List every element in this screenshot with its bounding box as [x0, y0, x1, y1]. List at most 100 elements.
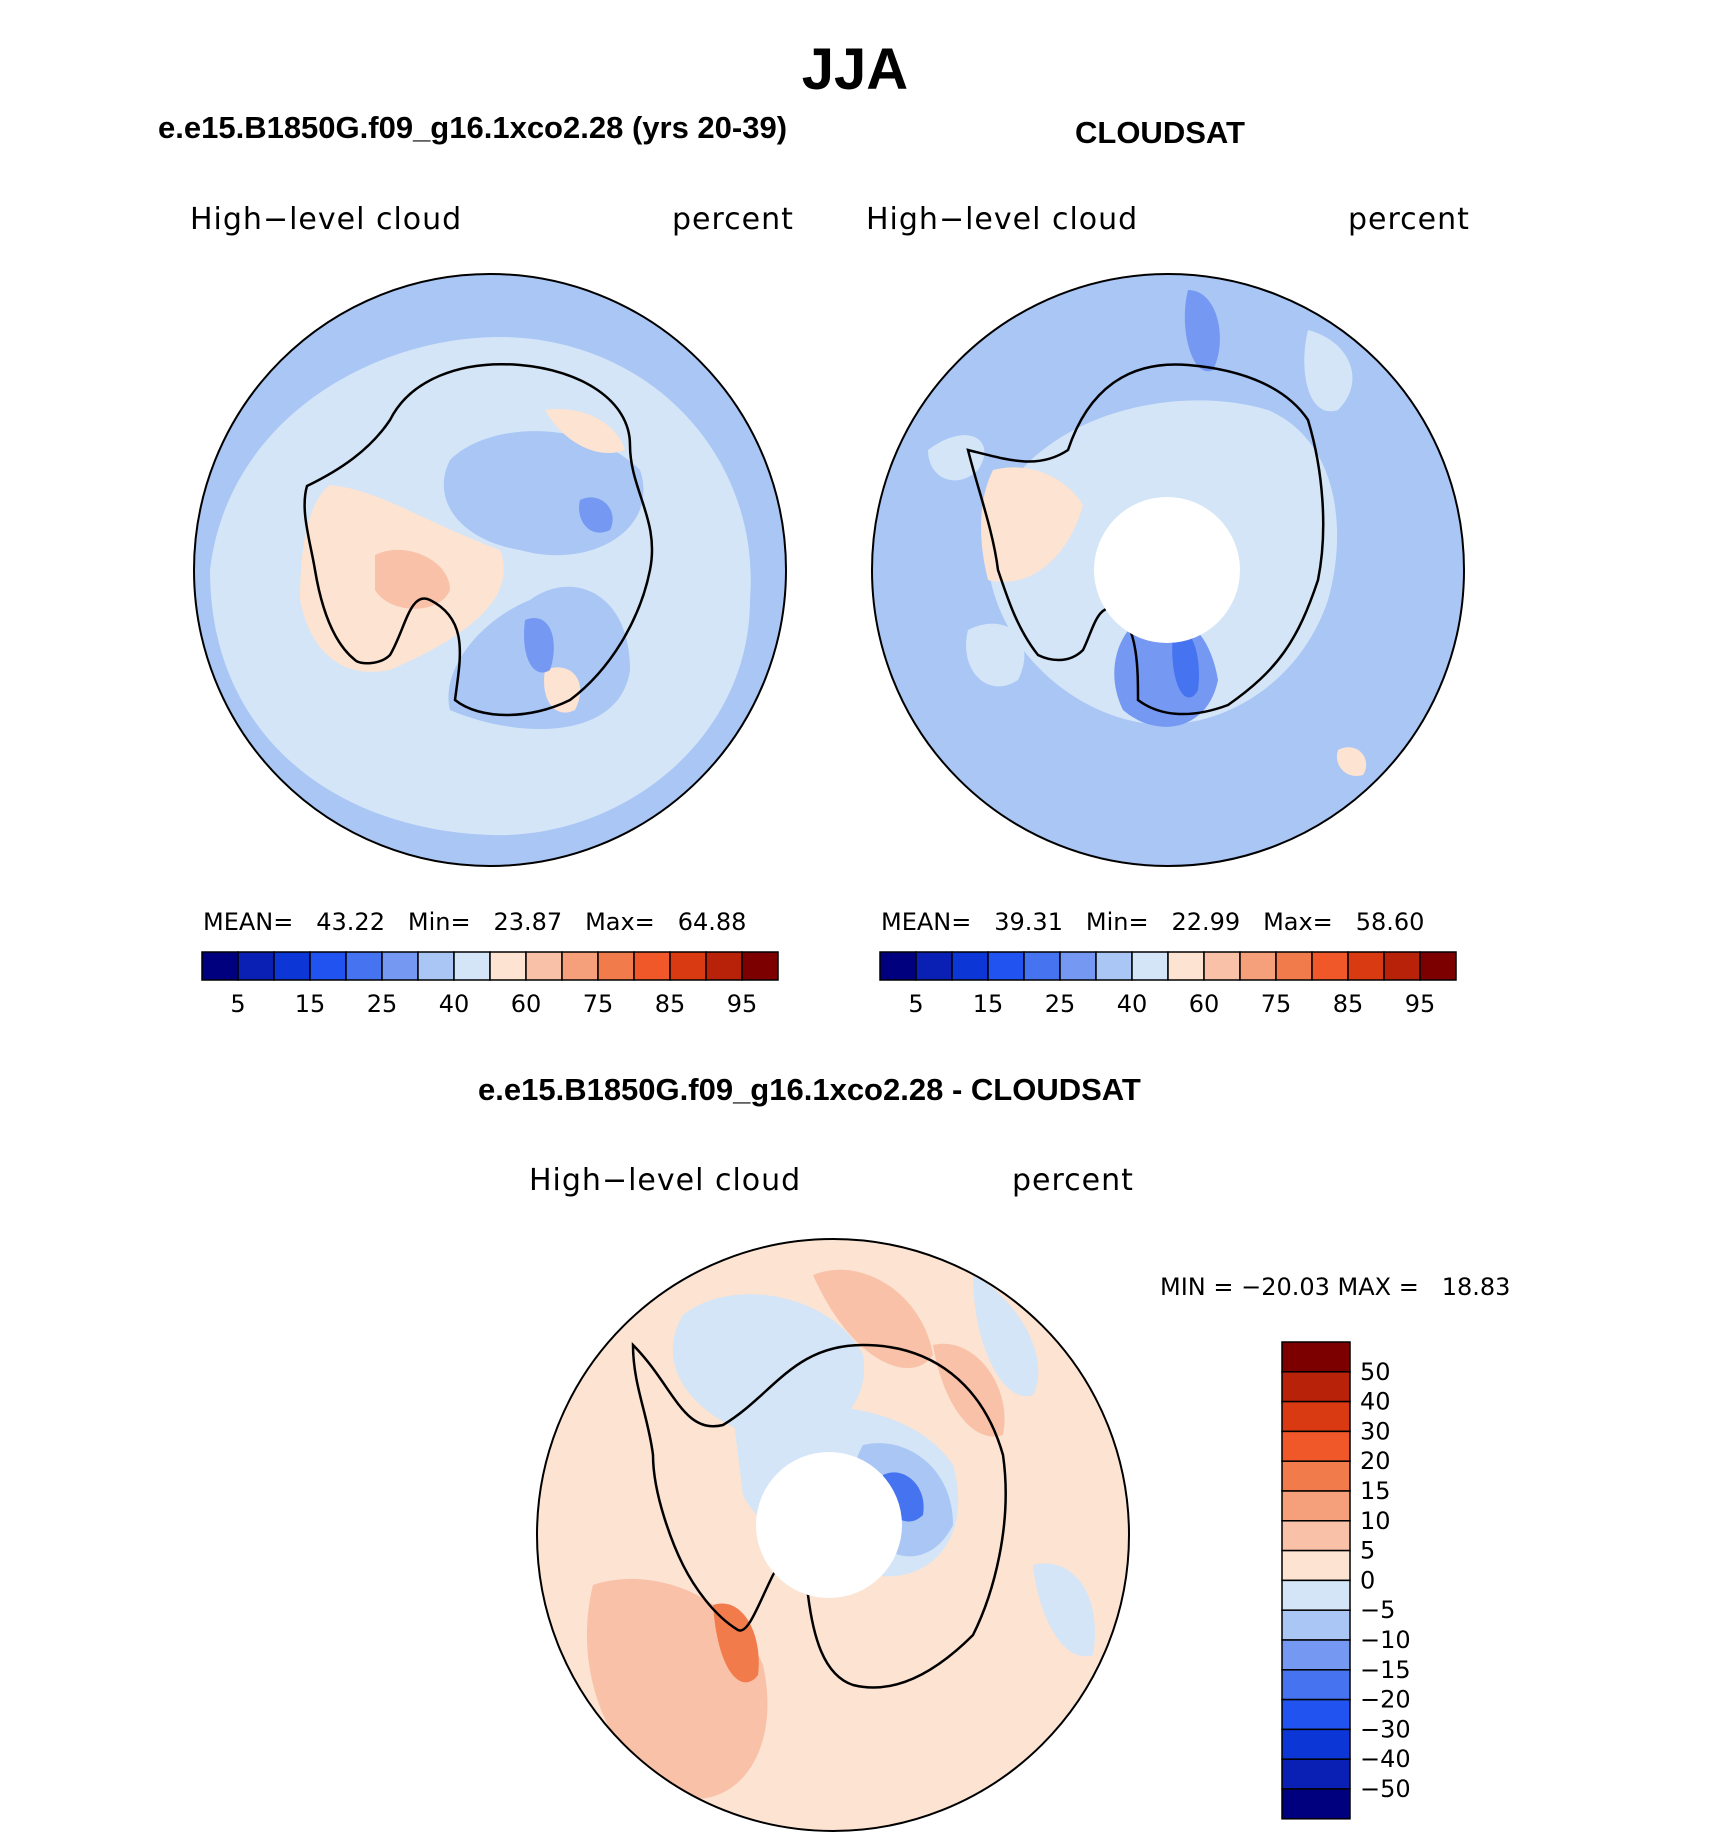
diff-colorbar-tick-label: 0	[1360, 1566, 1375, 1594]
obs-panel-title: CLOUDSAT	[1075, 115, 1245, 150]
colorbar-swatch	[345, 951, 383, 981]
colorbar-swatch	[273, 951, 311, 981]
min-label: Min=	[1085, 908, 1149, 936]
colorbar-tick-label: 60	[511, 990, 542, 1018]
diff-colorbar-tick-label: −40	[1360, 1745, 1411, 1773]
diff-colorbar-swatch	[1281, 1758, 1351, 1790]
diff-colorbar-swatch	[1281, 1728, 1351, 1760]
colorbar-swatch	[1347, 951, 1385, 981]
colorbar-swatch	[489, 951, 527, 981]
model-variable-label: High−level cloud	[190, 202, 463, 237]
colorbar-swatch	[453, 951, 491, 981]
colorbar-tick-label: 15	[295, 990, 326, 1018]
diff-colorbar-swatch	[1281, 1400, 1351, 1433]
diff-colorbar-tick-label: −20	[1360, 1686, 1411, 1714]
diff-colorbar-tick-label: 5	[1360, 1537, 1375, 1565]
colorbar-tick-label: 40	[1117, 990, 1148, 1018]
diff-colorbar-swatch	[1281, 1371, 1351, 1403]
mean-label: MEAN=	[203, 908, 294, 936]
colorbar-tick-label: 85	[655, 990, 686, 1018]
model-polar-map	[193, 273, 787, 867]
colorbar-swatch	[741, 951, 779, 981]
colorbar-tick-label: 95	[1405, 990, 1436, 1018]
max-label: Max=	[585, 908, 655, 936]
season-title: JJA	[801, 37, 909, 102]
colorbar-tick-label: 5	[908, 990, 923, 1018]
diff-colorbar-swatch	[1281, 1639, 1351, 1671]
colorbar-swatch	[669, 951, 707, 981]
diff-colorbar-swatch	[1281, 1520, 1351, 1552]
colorbar-swatch	[705, 951, 743, 981]
colorbar-swatch	[201, 951, 239, 981]
colorbar-swatch	[951, 951, 989, 981]
mean-value: 43.22	[316, 908, 385, 936]
diff-colorbar-swatch	[1281, 1549, 1351, 1582]
colorbar-swatch	[879, 951, 917, 981]
colorbar-tick-label: 5	[230, 990, 245, 1018]
colorbar-swatch	[1203, 951, 1241, 981]
colorbar-swatch	[525, 951, 563, 981]
diff-colorbar-tick-label: 10	[1360, 1507, 1391, 1535]
colorbar-swatch	[381, 951, 419, 981]
diff-colorbar-swatch	[1281, 1341, 1351, 1373]
colorbar-swatch	[1419, 951, 1457, 981]
mean-value: 39.31	[994, 908, 1063, 936]
colorbar-swatch	[987, 951, 1025, 981]
colorbar-swatch	[237, 951, 275, 981]
diff-colorbar-swatch	[1281, 1460, 1351, 1492]
diff-colorbar-swatch	[1281, 1698, 1351, 1731]
obs-colorbar: 5 15 25 40 60 75 85 95	[879, 951, 1457, 1018]
model-panel-title: e.e15.B1850G.f09_g16.1xco2.28 (yrs 20-39…	[158, 110, 788, 145]
colorbar-swatch	[1095, 951, 1133, 981]
colorbar-swatch	[1167, 951, 1205, 981]
obs-stats: MEAN= 39.31 Min= 22.99 Max= 58.60	[881, 908, 1424, 936]
colorbar-tick-label: 75	[1261, 990, 1292, 1018]
mean-label: MEAN=	[881, 908, 972, 936]
diff-colorbar-swatch	[1281, 1669, 1351, 1701]
colorbar-swatch	[597, 951, 635, 981]
diff-colorbar-swatch	[1281, 1609, 1351, 1641]
colorbar-swatch	[1239, 951, 1277, 981]
colorbar-swatch	[633, 951, 671, 981]
diff-colorbar-tick-label: −15	[1360, 1656, 1411, 1684]
colorbar-swatch	[1275, 951, 1313, 981]
model-colorbar: 5 15 25 40 60 75 85 95	[201, 951, 779, 1018]
colorbar-tick-label: 95	[727, 990, 758, 1018]
diff-colorbar-tick-label: −30	[1360, 1715, 1411, 1743]
colorbar-tick-label: 75	[583, 990, 614, 1018]
colorbar-tick-label: 85	[1333, 990, 1364, 1018]
diff-polar-map	[536, 1238, 1130, 1832]
max-label: Max=	[1263, 908, 1333, 936]
diff-units-label: percent	[1012, 1163, 1134, 1198]
diff-colorbar-swatch	[1281, 1490, 1351, 1522]
diff-variable-label: High−level cloud	[529, 1163, 802, 1198]
colorbar-swatch	[1023, 951, 1061, 981]
diff-colorbar-tick-label: 40	[1360, 1388, 1391, 1416]
obs-units-label: percent	[1348, 202, 1470, 237]
diff-colorbar-swatch	[1281, 1430, 1351, 1462]
min-value: 23.87	[493, 908, 563, 936]
max-value: 58.60	[1355, 908, 1425, 936]
colorbar-tick-label: 15	[973, 990, 1004, 1018]
diff-colorbar-tick-label: −5	[1360, 1596, 1395, 1624]
colorbar-swatch	[1131, 951, 1169, 981]
model-units-label: percent	[672, 202, 794, 237]
model-stats: MEAN= 43.22 Min= 23.87 Max= 64.88	[203, 908, 746, 936]
colorbar-swatch	[1059, 951, 1097, 981]
obs-variable-label: High−level cloud	[866, 202, 1139, 237]
colorbar-tick-label: 60	[1189, 990, 1220, 1018]
min-label: Min=	[407, 908, 471, 936]
diff-colorbar-swatch	[1281, 1788, 1351, 1820]
diff-minmax: MIN = −20.03 MAX = 18.83	[1160, 1273, 1511, 1301]
colorbar-tick-label: 40	[439, 990, 470, 1018]
diff-colorbar-swatch	[1281, 1579, 1351, 1611]
colorbar-tick-label: 25	[1045, 990, 1076, 1018]
colorbar-swatch	[1311, 951, 1349, 981]
colorbar-swatch	[915, 951, 953, 981]
diff-colorbar-tick-label: 20	[1360, 1447, 1391, 1475]
diff-panel-title: e.e15.B1850G.f09_g16.1xco2.28 - CLOUDSAT	[478, 1072, 1141, 1107]
diff-colorbar-tick-label: −50	[1360, 1775, 1411, 1803]
colorbar-swatch	[1383, 951, 1421, 981]
max-value: 64.88	[677, 908, 747, 936]
